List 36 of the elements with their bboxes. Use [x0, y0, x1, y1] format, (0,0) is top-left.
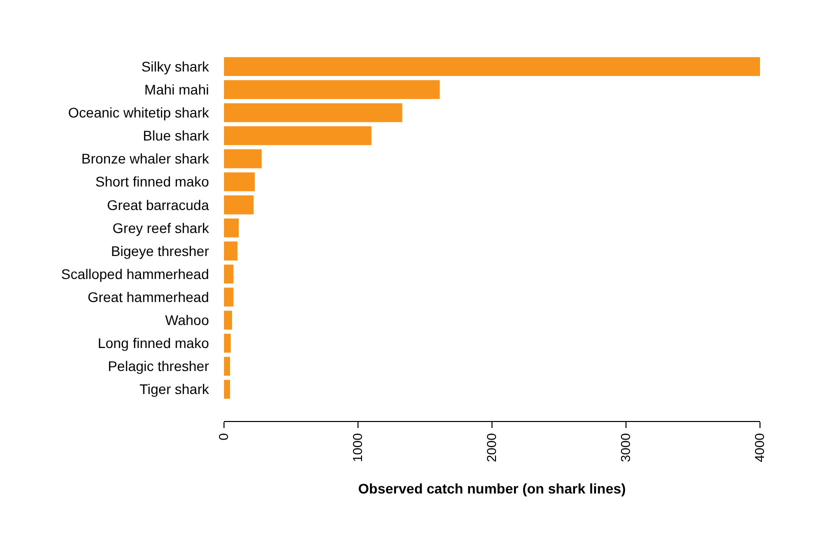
bar [224, 80, 440, 100]
y-tick-label: Bronze whaler shark [81, 150, 210, 167]
bar [224, 218, 239, 238]
y-tick-label: Short finned mako [95, 174, 210, 190]
y-tick-label: Silky shark [141, 58, 210, 74]
bar [224, 380, 230, 399]
x-axis-title: Observed catch number (on shark lines) [358, 480, 626, 496]
y-tick-label: Blue shark [142, 128, 210, 144]
y-tick-label: Great barracuda [107, 196, 210, 213]
x-tick-label: 0 [216, 433, 232, 440]
bar [224, 103, 402, 122]
bar [224, 264, 234, 284]
y-tick-label: Pelagic thresher [108, 358, 210, 374]
bar [224, 57, 760, 76]
y-tick-label: Bigeye thresher [110, 242, 210, 259]
x-tick-label: 3000 [618, 433, 634, 462]
y-tick-label: Mahi mahi [144, 81, 209, 98]
y-tick-label: Grey reef shark [112, 220, 210, 236]
bar [224, 126, 372, 146]
y-tick-label: Scalloped hammerhead [61, 266, 209, 282]
bar [224, 242, 238, 260]
bar [224, 334, 231, 353]
bar [224, 356, 230, 376]
x-tick-label: 2000 [484, 433, 500, 462]
bar [224, 172, 255, 192]
bar [224, 310, 232, 330]
y-tick-label: Long finned mako [98, 335, 210, 352]
y-tick-label: Great hammerhead [88, 289, 209, 306]
bar [224, 149, 262, 168]
y-tick-label: Tiger shark [139, 381, 210, 398]
bar [224, 288, 234, 307]
x-tick-label: 1000 [350, 433, 366, 462]
bar [224, 195, 254, 214]
y-tick-label: Oceanic whitetip shark [68, 104, 210, 121]
x-tick-label: 4000 [752, 433, 768, 462]
y-tick-label: Wahoo [165, 312, 210, 328]
